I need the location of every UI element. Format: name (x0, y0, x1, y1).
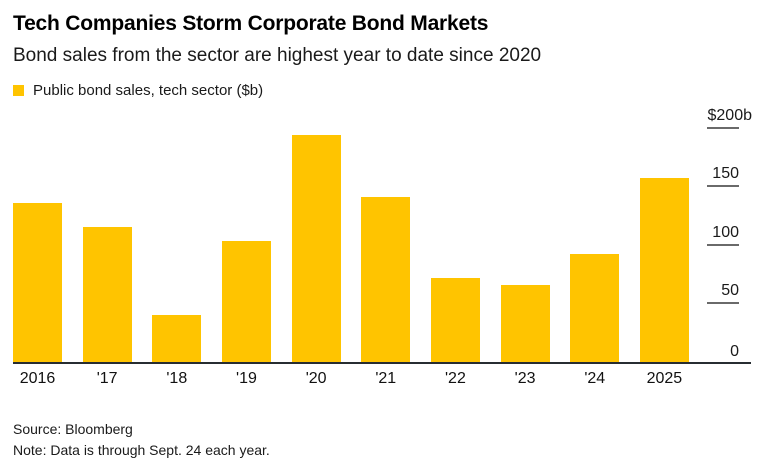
y-tick-line-100 (707, 243, 739, 246)
y-tick-label-0: 0 (730, 342, 739, 360)
y-tick-label-150: 150 (712, 165, 739, 183)
x-tick-label-22: '22 (445, 369, 466, 387)
x-tick-label-24: '24 (584, 369, 606, 387)
bar-24 (570, 253, 620, 362)
y-tick-label-50: 50 (721, 282, 739, 300)
source-line: Source: Bloomberg (13, 420, 133, 437)
bar-21 (361, 196, 411, 362)
bar-2016 (13, 202, 62, 362)
x-tick-label-19: '19 (236, 369, 257, 387)
note-line: Note: Data is through Sept. 24 each year… (13, 441, 270, 458)
chart-footer: Source: Bloomberg Note: Data is through … (13, 419, 755, 461)
y-tick-line-150 (707, 185, 739, 188)
x-tick-label-2025: 2025 (646, 369, 683, 387)
bars-container (13, 128, 689, 362)
chart-subtitle: Bond sales from the sector are highest y… (13, 45, 542, 67)
y-tick-line-50 (707, 302, 739, 305)
legend-label: Public bond sales, tech sector ($b) (33, 82, 264, 100)
x-tick-label-18: '18 (166, 369, 188, 387)
bar-2025 (639, 177, 689, 362)
bar-22 (430, 277, 480, 362)
bar-chart: $200b 150 100 50 0 (13, 107, 752, 364)
x-tick-label-23: '23 (514, 369, 536, 387)
y-axis: $200b 150 100 50 0 (13, 107, 752, 362)
legend-swatch-icon (13, 85, 24, 97)
page-title: Tech Companies Storm Corporate Bond Mark… (13, 12, 489, 35)
x-tick-label-21: '21 (375, 369, 397, 387)
x-tick-label-20: '20 (305, 369, 327, 387)
bar-18 (152, 314, 202, 362)
chart-legend: Public bond sales, tech sector ($b) (13, 82, 755, 100)
bar-19 (221, 240, 271, 362)
y-tick-label-200: $200b (707, 106, 753, 124)
bar-20 (291, 134, 341, 362)
x-tick-label-17: '17 (96, 369, 118, 387)
bar-17 (82, 226, 132, 362)
bar-23 (500, 284, 550, 362)
y-tick-label-100: 100 (712, 223, 739, 241)
x-tick-label-2016: 2016 (19, 369, 56, 387)
y-tick-line-200 (707, 126, 739, 129)
x-axis-labels: 2016 '17 '18 '19 '20 '21 '22 '23 '24 2025 (13, 369, 689, 389)
